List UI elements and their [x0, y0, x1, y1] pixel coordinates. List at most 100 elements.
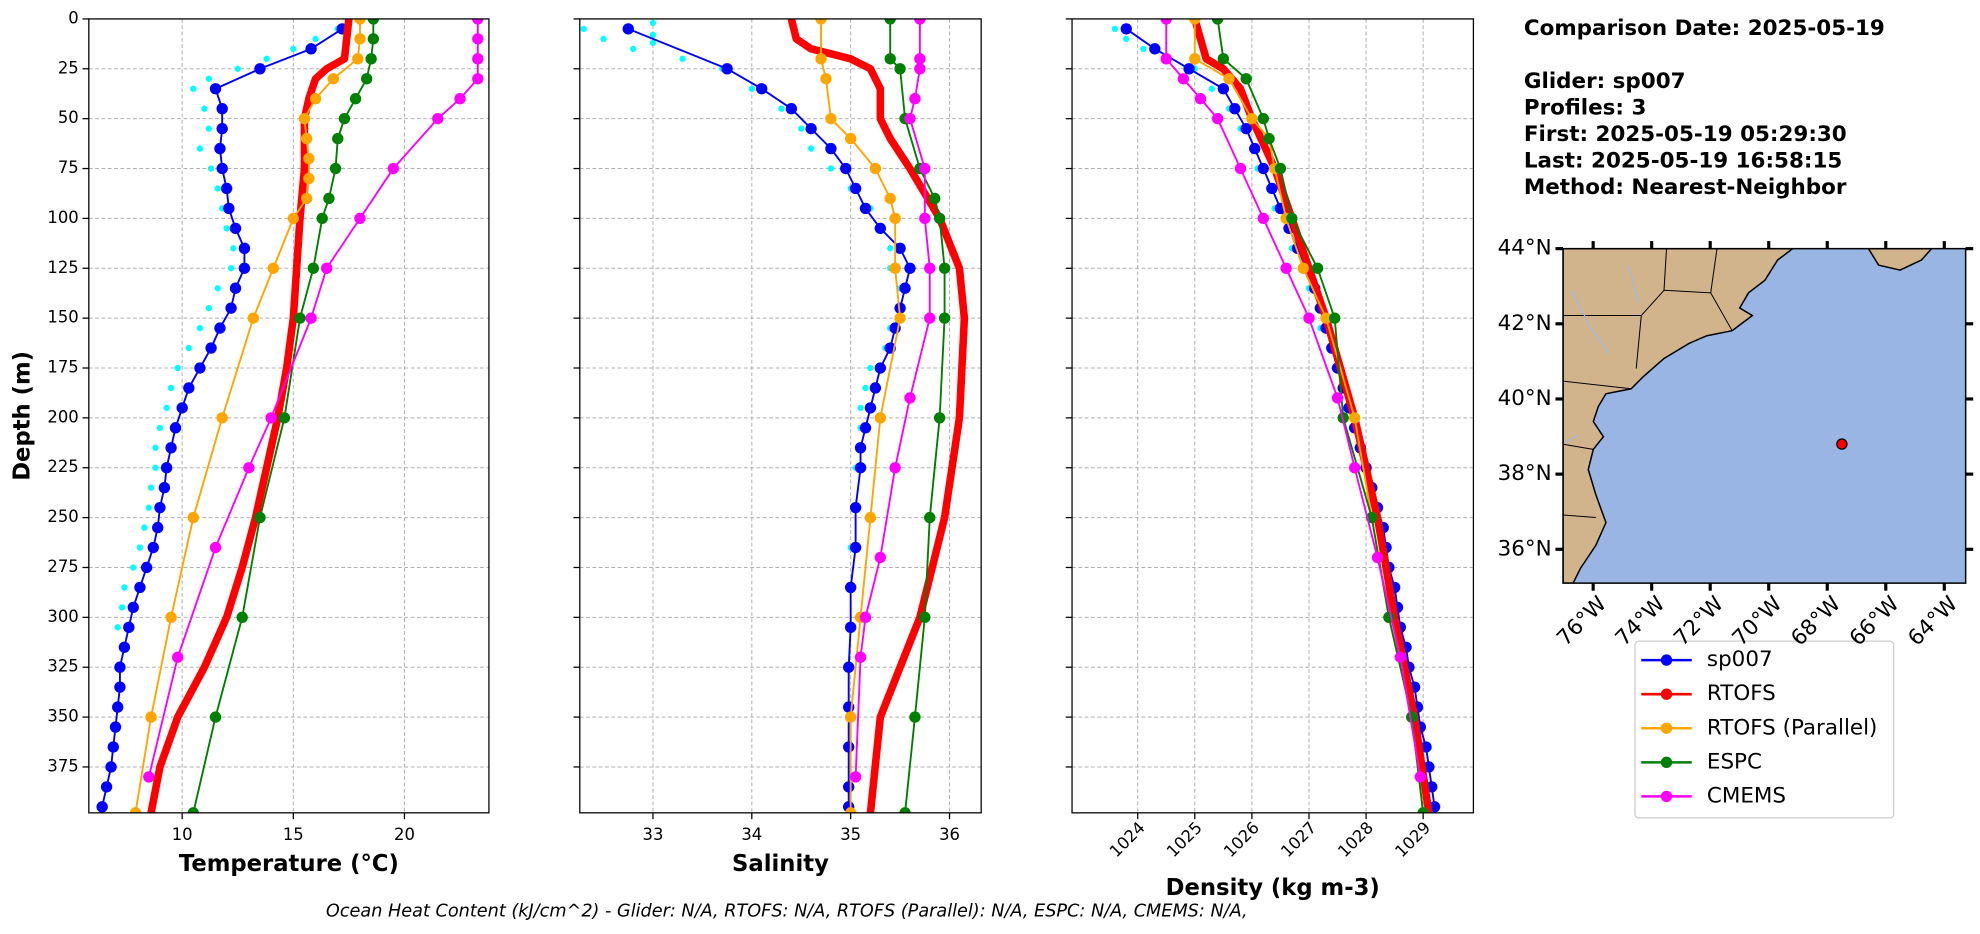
legend-marker	[1660, 654, 1673, 666]
data-point	[156, 424, 164, 432]
data-point	[1257, 212, 1269, 225]
data-point	[201, 105, 208, 112]
data-point	[1246, 112, 1258, 125]
data-point	[141, 524, 148, 531]
data-point	[207, 165, 215, 172]
data-point	[303, 152, 315, 165]
data-point	[914, 18, 926, 25]
data-point	[136, 544, 144, 551]
data-point	[205, 125, 213, 132]
data-point	[1348, 462, 1361, 474]
data-point	[316, 212, 328, 225]
data-point	[154, 501, 166, 514]
data-point	[354, 33, 366, 45]
data-point	[1140, 45, 1147, 53]
data-point	[287, 212, 299, 225]
data-point	[329, 162, 342, 175]
info-line: Comparison Date: 2025-05-19	[1524, 16, 1885, 41]
y-tick-label: 150	[47, 308, 78, 327]
y-tick-label: 100	[47, 208, 78, 227]
data-point	[387, 162, 400, 175]
data-point	[238, 262, 251, 274]
data-point	[300, 192, 313, 205]
data-point	[247, 312, 259, 324]
map-x-tick-label: 64°W	[1903, 592, 1963, 652]
data-point	[130, 564, 137, 571]
data-point	[472, 73, 484, 85]
data-point	[1311, 262, 1324, 274]
data-point	[1189, 53, 1201, 65]
data-point	[1331, 392, 1344, 404]
data-point	[1211, 112, 1224, 125]
data-point	[225, 302, 237, 314]
data-point	[367, 18, 380, 25]
data-point	[859, 611, 872, 624]
legend-marker	[1660, 688, 1673, 700]
map-y-tick-label: 36°N	[1498, 536, 1552, 561]
data-point	[924, 511, 936, 524]
data-point	[327, 73, 340, 85]
data-point	[844, 132, 857, 145]
data-point	[205, 342, 217, 354]
data-point	[864, 511, 877, 524]
data-point	[889, 462, 901, 474]
data-point	[899, 282, 911, 294]
data-point	[1120, 23, 1132, 35]
data-point	[1208, 85, 1216, 92]
data-point	[196, 145, 204, 152]
data-point	[1257, 162, 1269, 175]
data-point	[884, 53, 896, 65]
data-point	[96, 801, 108, 813]
data-point	[214, 142, 226, 155]
data-point	[172, 651, 184, 663]
data-point	[1160, 53, 1172, 65]
data-point	[127, 601, 139, 614]
data-point	[152, 464, 159, 471]
data-point	[756, 83, 768, 95]
data-point	[1394, 651, 1407, 663]
data-point	[924, 262, 936, 274]
data-point	[630, 45, 637, 53]
data-point	[238, 242, 251, 255]
y-tick-label: 250	[47, 507, 78, 526]
data-point	[223, 202, 235, 215]
borders	[1563, 248, 1733, 518]
data-point	[119, 604, 126, 611]
data-point	[112, 701, 124, 713]
x-tick-label: 33	[643, 825, 664, 844]
series-line	[889, 18, 946, 813]
data-point	[305, 312, 317, 324]
data-point	[1111, 25, 1119, 33]
data-point	[844, 621, 857, 634]
x-tick-label: 1024	[1106, 818, 1149, 861]
data-point	[867, 364, 874, 372]
data-point	[1149, 43, 1161, 55]
data-point	[229, 222, 242, 235]
data-point	[147, 541, 159, 554]
x-tick-label: 20	[394, 825, 415, 844]
data-point	[884, 192, 896, 205]
data-point	[815, 53, 827, 65]
data-point	[183, 382, 195, 394]
data-point	[649, 31, 657, 39]
map-y-tick-label: 40°N	[1498, 386, 1552, 411]
data-point	[472, 53, 484, 65]
y-tick-label: 125	[47, 258, 78, 277]
data-point	[169, 422, 182, 434]
data-point	[121, 584, 128, 591]
legend-label: RTOFS	[1707, 681, 1776, 706]
info-line: Method: Nearest-Neighbor	[1524, 175, 1847, 200]
data-point	[820, 73, 832, 85]
data-point	[214, 285, 221, 292]
data-point	[145, 504, 152, 511]
data-point	[143, 771, 155, 783]
data-point	[924, 312, 936, 324]
data-point	[894, 242, 906, 255]
data-point	[864, 402, 877, 414]
data-point	[827, 165, 835, 172]
data-point	[145, 711, 157, 723]
map-x-tick-label: 76°W	[1552, 592, 1612, 652]
data-point	[874, 412, 887, 424]
x-tick-label: 10	[172, 825, 193, 844]
data-point	[805, 122, 817, 135]
